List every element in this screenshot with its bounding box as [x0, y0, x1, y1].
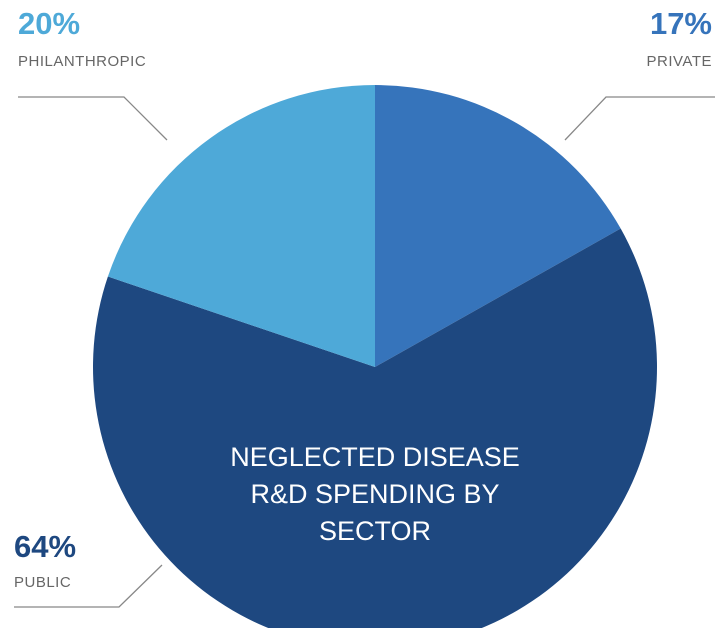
philanthropic-category-label: PHILANTHROPIC — [18, 53, 146, 70]
chart-title-line-2: R&D SPENDING BY — [250, 479, 499, 509]
pie-slice-public — [93, 228, 657, 628]
private-value-label: 17% — [650, 6, 712, 41]
public-value-label: 64% — [14, 529, 76, 564]
pie-slice-private — [375, 85, 621, 367]
leader-line-private — [564, 96, 715, 141]
chart-title-line-3: SECTOR — [319, 516, 431, 546]
pie-slice-philanthropic — [107, 84, 375, 367]
public-category-label: PUBLIC — [14, 574, 71, 591]
leader-line-philanthropic — [18, 96, 168, 141]
philanthropic-value-label: 20% — [18, 6, 80, 41]
chart-title-line-1: NEGLECTED DISEASE — [230, 442, 520, 472]
private-category-label: PRIVATE — [647, 53, 712, 70]
pie-slices — [93, 84, 657, 628]
leader-line-public — [14, 564, 163, 608]
